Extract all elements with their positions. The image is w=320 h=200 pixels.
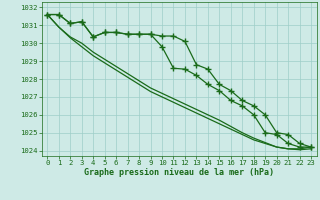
X-axis label: Graphe pression niveau de la mer (hPa): Graphe pression niveau de la mer (hPa): [84, 168, 274, 177]
